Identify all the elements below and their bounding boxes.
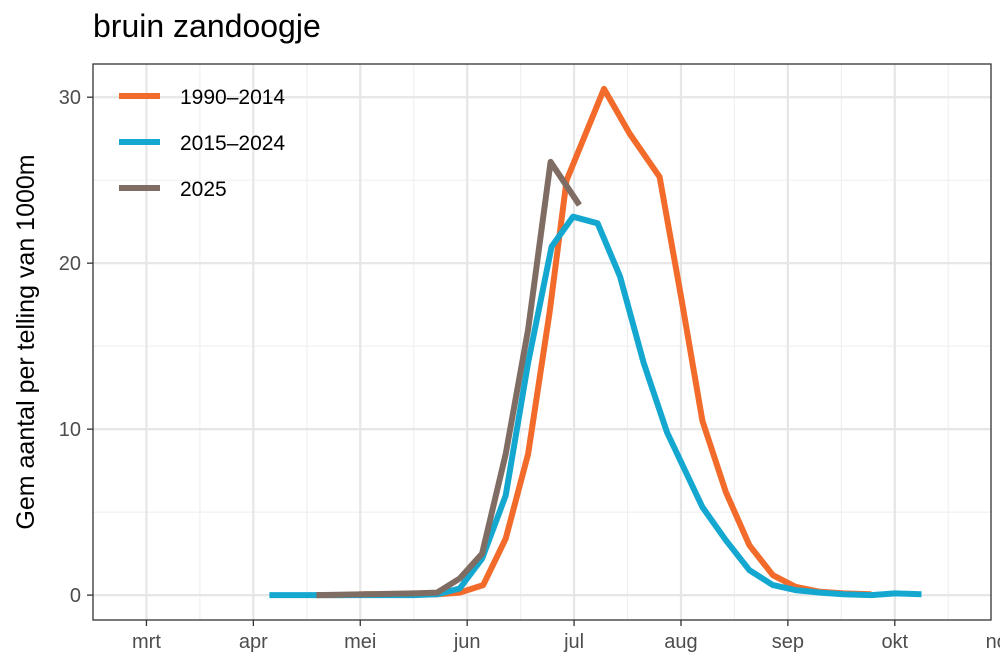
x-tick-label: mei bbox=[344, 631, 376, 653]
legend-label-2: 2015–2024 bbox=[180, 132, 285, 155]
chart-title: bruin zandoogje bbox=[93, 8, 321, 44]
legend-label-1: 1990–2014 bbox=[180, 86, 285, 109]
legend-label-3: 2025 bbox=[180, 178, 227, 201]
series-line-2 bbox=[269, 213, 922, 599]
x-tick-label: mrt bbox=[132, 631, 161, 653]
x-tick-label: jun bbox=[453, 631, 481, 653]
y-tick-label: 0 bbox=[70, 585, 81, 607]
y-tick-label: 30 bbox=[59, 87, 81, 109]
x-tick-label: okt bbox=[881, 631, 908, 653]
y-tick-label: 10 bbox=[59, 419, 81, 441]
y-axis-label: Gem aantal per telling van 1000m bbox=[12, 154, 40, 529]
axis-ticks: mrt apr mei jun jul aug sep okt nov 0 10 20 30 bbox=[59, 87, 1000, 653]
series-layer bbox=[269, 85, 922, 599]
x-tick-label: aug bbox=[664, 631, 697, 653]
y-tick-label: 20 bbox=[59, 253, 81, 275]
x-tick-label: sep bbox=[772, 631, 804, 653]
x-tick-label: apr bbox=[239, 631, 268, 653]
series-line-3 bbox=[316, 158, 582, 599]
x-tick-label: nov bbox=[986, 631, 1000, 653]
panel-border bbox=[92, 63, 992, 621]
x-tick-label: jul bbox=[563, 631, 584, 653]
legend: 1990–2014 2015–2024 2025 bbox=[119, 86, 285, 201]
